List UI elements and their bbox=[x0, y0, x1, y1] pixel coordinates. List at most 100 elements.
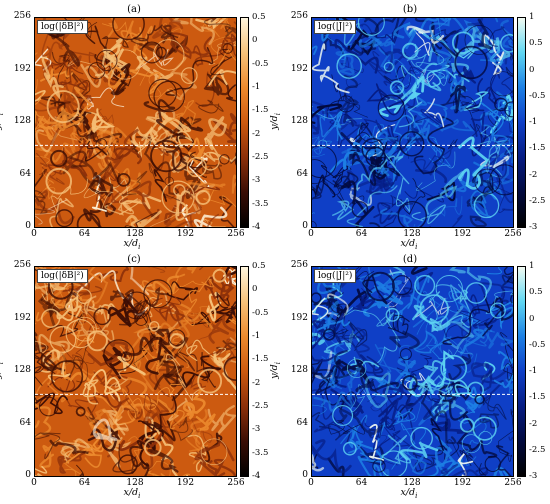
colorbar-tick-label: -0.5 bbox=[529, 90, 546, 101]
turbulence-map-a bbox=[34, 17, 237, 228]
y-tick-label: 0 bbox=[302, 470, 308, 480]
colorbar-tick-label: -4 bbox=[252, 471, 261, 481]
y-tick-label: 128 bbox=[13, 365, 31, 375]
colorbar-tick-label: -3.5 bbox=[252, 198, 269, 209]
x-axis-label: x/di bbox=[123, 487, 141, 500]
y-tick-label: 256 bbox=[290, 260, 308, 270]
x-tick-label: 192 bbox=[176, 229, 195, 239]
x-tick-label: 128 bbox=[126, 478, 144, 488]
colorbar-tick-label: -2 bbox=[529, 169, 538, 180]
colorbar-tick-label: 1 bbox=[529, 12, 535, 22]
colorbar-tick-label: -1 bbox=[252, 82, 261, 92]
colorbar-tick-label: -2 bbox=[529, 418, 538, 429]
colorbar-tick-label: 1 bbox=[529, 261, 535, 271]
x-tick-label: 256 bbox=[504, 229, 522, 239]
y-tick-label: 128 bbox=[13, 116, 31, 126]
y-tick-label: 192 bbox=[13, 63, 31, 74]
colorbar-tick-label: 0.5 bbox=[529, 287, 543, 298]
y-tick-label: 256 bbox=[13, 11, 31, 21]
y-tick-label: 64 bbox=[19, 417, 31, 428]
colorbar-d bbox=[517, 266, 526, 477]
x-tick-label: 0 bbox=[308, 229, 314, 239]
y-tick-label: 0 bbox=[302, 221, 308, 231]
colorbar-tick-label: 0 bbox=[529, 313, 535, 324]
turbulence-map-c bbox=[34, 266, 237, 477]
y-axis-label: y/di bbox=[0, 361, 5, 379]
colorbar-tick-label: 0.5 bbox=[529, 38, 543, 49]
colorbar-tick-label: -3.5 bbox=[252, 447, 269, 458]
y-tick-label: 192 bbox=[290, 312, 308, 323]
y-tick-label: 192 bbox=[290, 63, 308, 74]
x-tick-label: 128 bbox=[126, 229, 144, 239]
x-tick-label: 192 bbox=[176, 478, 195, 488]
x-tick-label: 128 bbox=[403, 478, 421, 488]
x-tick-label: 64 bbox=[78, 478, 91, 488]
y-tick-label: 64 bbox=[296, 417, 308, 428]
x-tick-label: 256 bbox=[227, 478, 245, 488]
colorbar-tick-label: -2.5 bbox=[252, 401, 269, 411]
colorbar-tick-label: -3 bbox=[529, 471, 538, 481]
colorbar-tick-label: 0.5 bbox=[252, 12, 266, 22]
x-tick-label: 64 bbox=[355, 478, 368, 488]
x-tick-label: 0 bbox=[31, 478, 37, 488]
colorbar-b bbox=[517, 17, 526, 228]
colorbar-tick-label: 0.5 bbox=[252, 261, 266, 271]
y-tick-label: 64 bbox=[296, 168, 308, 179]
y-tick-label: 64 bbox=[19, 168, 31, 179]
colorbar-tick-label: -0.5 bbox=[252, 58, 269, 69]
y-tick-label: 128 bbox=[290, 365, 308, 375]
panel-letter-b: (b) bbox=[402, 4, 418, 15]
x-tick-label: 256 bbox=[504, 478, 522, 488]
colorbar-tick-label: -0.5 bbox=[252, 307, 269, 318]
colorbar-tick-label: -1.5 bbox=[529, 392, 546, 403]
colorbar-tick-label: -0.5 bbox=[529, 339, 546, 350]
colorbar-tick-label: 0 bbox=[252, 284, 258, 295]
x-tick-label: 0 bbox=[31, 229, 37, 239]
colorbar-tick-label: -4 bbox=[252, 222, 261, 232]
colorbar-tick-label: -1 bbox=[529, 366, 538, 376]
colorbar-tick-label: -2.5 bbox=[529, 195, 546, 206]
field-label-d: log(|J|²) bbox=[314, 269, 357, 283]
colorbar-tick-label: -2 bbox=[252, 377, 261, 388]
turbulence-texture bbox=[35, 267, 236, 476]
panel-letter-c: (c) bbox=[127, 254, 141, 265]
y-axis-label: y/di bbox=[269, 112, 282, 130]
colorbar-tick-label: -1.5 bbox=[529, 143, 546, 154]
colorbar-tick-label: -1 bbox=[252, 331, 261, 341]
x-tick-label: 0 bbox=[308, 478, 314, 488]
x-tick-label: 64 bbox=[355, 229, 368, 239]
colorbar-tick-label: -1 bbox=[529, 117, 538, 127]
x-tick-label: 256 bbox=[227, 229, 245, 239]
colorbar-tick-label: -1.5 bbox=[252, 105, 269, 116]
x-tick-label: 192 bbox=[453, 478, 472, 488]
x-axis-label: x/di bbox=[400, 487, 418, 500]
y-tick-label: 192 bbox=[13, 312, 31, 323]
colorbar-tick-label: -3 bbox=[252, 424, 261, 435]
panel-letter-d: (d) bbox=[402, 254, 418, 265]
turbulence-texture bbox=[312, 267, 513, 476]
colorbar-tick-label: -2.5 bbox=[529, 444, 546, 455]
y-tick-label: 256 bbox=[13, 260, 31, 270]
colorbar-a bbox=[240, 17, 249, 228]
colorbar-tick-label: -3 bbox=[529, 222, 538, 232]
x-axis-label: x/di bbox=[123, 238, 141, 251]
x-axis-label: x/di bbox=[400, 238, 418, 251]
field-label-c: log(|δB|²) bbox=[37, 269, 88, 283]
colorbar-tick-label: -1.5 bbox=[252, 354, 269, 365]
y-tick-label: 128 bbox=[290, 116, 308, 126]
x-tick-label: 64 bbox=[78, 229, 91, 239]
y-tick-label: 0 bbox=[25, 221, 31, 231]
panel-letter-a: (a) bbox=[127, 4, 141, 15]
field-label-a: log(|δB|²) bbox=[37, 20, 88, 34]
colorbar-tick-label: -2.5 bbox=[252, 152, 269, 162]
colorbar-tick-label: -2 bbox=[252, 128, 261, 139]
turbulence-texture bbox=[35, 18, 236, 227]
colorbar-tick-label: 0 bbox=[252, 35, 258, 46]
y-axis-label: y/di bbox=[269, 361, 282, 379]
colorbar-c bbox=[240, 266, 249, 477]
y-axis-label: y/di bbox=[0, 112, 5, 130]
y-tick-label: 256 bbox=[290, 11, 308, 21]
colorbar-tick-label: -3 bbox=[252, 175, 261, 186]
x-tick-label: 128 bbox=[403, 229, 421, 239]
turbulence-map-b bbox=[311, 17, 514, 228]
